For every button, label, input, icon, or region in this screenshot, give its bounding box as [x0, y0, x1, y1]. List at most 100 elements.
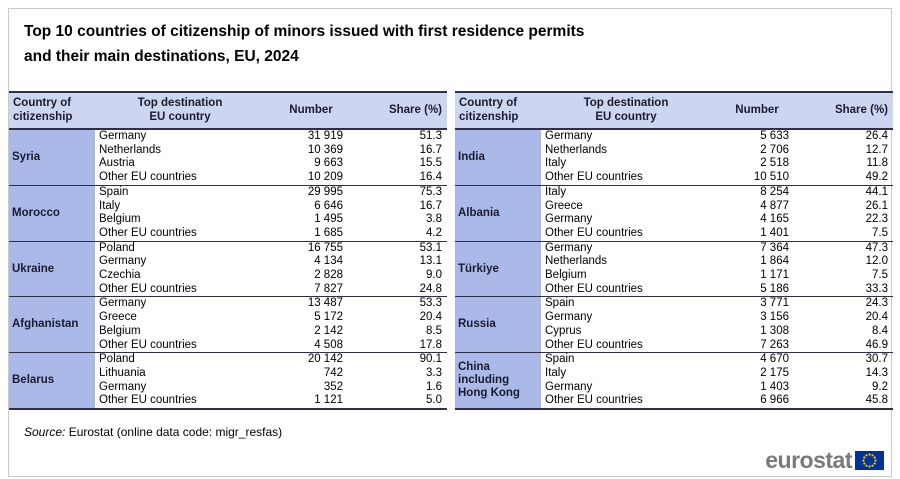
number-cell: 4 670 — [760, 353, 789, 366]
citizenship-cell: Türkiye — [455, 241, 541, 297]
table-row: Germany 3 156 20.4 — [455, 311, 893, 325]
table-row: Other EU countries 4 508 17.8 — [9, 339, 447, 353]
column-header-share: Share (%) — [803, 92, 893, 130]
citizenship-group: Belarus Poland 20 142 90.1 Lithuania 742 3.3 Ge… — [9, 352, 447, 410]
destination-cell: Germany — [545, 380, 593, 393]
share-cell: 16.7 — [419, 199, 442, 212]
share-cell: 53.3 — [419, 297, 442, 310]
share-cell: 17.8 — [419, 338, 442, 351]
number-cell: 7 263 — [760, 338, 789, 351]
table-row: Italy 2 175 14.3 — [455, 367, 893, 381]
share-cell: 26.4 — [865, 130, 888, 142]
table-row: Other EU countries 7 263 46.9 — [455, 339, 893, 353]
share-cell: 20.4 — [419, 311, 442, 324]
citizenship-table-right: Country of citizenship Top destination EU… — [455, 91, 893, 411]
table-row: Germany 352 1.6 — [9, 381, 447, 395]
number-cell: 10 209 — [307, 171, 343, 184]
destination-cell: Cyprus — [545, 324, 582, 337]
destination-cell: Italy — [99, 199, 121, 212]
statistics-table: Country of citizenship Top destination EU… — [9, 91, 447, 411]
table-row: Russia Spain 3 771 24.3 — [455, 296, 893, 353]
share-cell: 3.3 — [426, 366, 442, 379]
table-row: Netherlands 2 706 12.7 — [455, 144, 893, 158]
number-cell: 1 864 — [760, 255, 789, 268]
column-header-number: Number — [265, 92, 357, 130]
number-cell: 2 706 — [760, 143, 789, 156]
destination-cell: Poland — [99, 241, 135, 254]
citizenship-cell: Russia — [455, 296, 541, 353]
number-cell: 352 — [323, 380, 343, 393]
citizenship-cell: China including Hong Kong — [455, 352, 541, 410]
destination-cell: Italy — [545, 185, 567, 198]
citizenship-group: India Germany 5 633 26.4 Netherlands 2 706 12.… — [455, 129, 893, 186]
number-cell: 1 495 — [314, 213, 343, 226]
number-cell: 4 134 — [314, 255, 343, 268]
number-cell: 16 755 — [307, 241, 343, 254]
share-cell: 22.3 — [865, 213, 888, 226]
table-row: Morocco Spain 29 995 75.3 — [9, 185, 447, 242]
number-cell: 3 771 — [760, 297, 789, 310]
destination-cell: Other EU countries — [545, 226, 643, 239]
share-cell: 15.5 — [419, 157, 442, 170]
number-cell: 4 508 — [314, 338, 343, 351]
table-row: Belgium 2 142 8.5 — [9, 325, 447, 339]
table-row: Lithuania 742 3.3 — [9, 367, 447, 381]
share-cell: 7.5 — [872, 226, 888, 239]
citizenship-group: Ukraine Poland 16 755 53.1 Germany 4 134 13.1 C… — [9, 241, 447, 297]
number-cell: 20 142 — [307, 353, 343, 366]
column-header-citizenship: Country of citizenship — [9, 92, 95, 130]
share-cell: 1.6 — [426, 380, 442, 393]
destination-cell: Other EU countries — [545, 394, 643, 407]
destination-cell: Germany — [99, 297, 147, 310]
share-cell: 8.4 — [872, 324, 888, 337]
share-cell: 20.4 — [865, 311, 888, 324]
share-cell: 5.0 — [426, 394, 442, 407]
table-row: Afghanistan Germany 13 487 53.3 — [9, 296, 447, 353]
number-cell: 4 877 — [760, 199, 789, 212]
share-cell: 8.5 — [426, 324, 442, 337]
citizenship-cell: Ukraine — [9, 241, 95, 297]
destination-cell: Spain — [545, 297, 575, 310]
destination-cell: Other EU countries — [99, 394, 197, 407]
number-cell: 5 633 — [760, 130, 789, 142]
destination-cell: Netherlands — [545, 255, 608, 268]
destination-cell: Other EU countries — [545, 282, 643, 295]
number-cell: 6 966 — [760, 394, 789, 407]
number-cell: 3 156 — [760, 311, 789, 324]
destination-cell: Spain — [545, 353, 575, 366]
number-cell: 6 646 — [314, 199, 343, 212]
table-row: Albania Italy 8 254 44.1 — [455, 185, 893, 242]
number-cell: 31 919 — [307, 130, 343, 142]
number-cell: 4 165 — [760, 213, 789, 226]
citizenship-cell: Albania — [455, 185, 541, 242]
destination-cell: Italy — [545, 366, 567, 379]
destination-cell: Czechia — [99, 269, 141, 282]
share-cell: 26.1 — [865, 199, 888, 212]
share-cell: 47.3 — [865, 241, 888, 254]
destination-cell: Other EU countries — [99, 226, 197, 239]
number-cell: 10 510 — [753, 171, 789, 184]
citizenship-cell: Syria — [9, 129, 95, 186]
table-row: Czechia 2 828 9.0 — [9, 269, 447, 283]
destination-cell: Austria — [99, 157, 135, 170]
destination-cell: Spain — [99, 185, 129, 198]
page-title: Top 10 countries of citizenship of minor… — [24, 19, 584, 69]
table-row: Belgium 1 171 7.5 — [455, 269, 893, 283]
share-cell: 53.1 — [419, 241, 442, 254]
citizenship-group: Afghanistan Germany 13 487 53.3 Greece 5 172 2… — [9, 296, 447, 353]
destination-cell: Italy — [545, 157, 567, 170]
share-cell: 75.3 — [419, 185, 442, 198]
destination-cell: Belgium — [545, 269, 587, 282]
share-cell: 24.3 — [865, 297, 888, 310]
citizenship-group: China including Hong Kong Spain 4 670 30.7 I… — [455, 352, 893, 410]
share-cell: 44.1 — [865, 185, 888, 198]
number-cell: 8 254 — [760, 185, 789, 198]
destination-cell: Other EU countries — [99, 338, 197, 351]
statistics-table: Country of citizenship Top destination EU… — [455, 91, 893, 411]
tables-container: Country of citizenship Top destination EU… — [9, 91, 893, 411]
title-line-1: Top 10 countries of citizenship of minor… — [24, 23, 585, 40]
destination-cell: Netherlands — [545, 143, 608, 156]
share-cell: 51.3 — [419, 130, 442, 142]
table-row: Other EU countries 5 186 33.3 — [455, 283, 893, 297]
